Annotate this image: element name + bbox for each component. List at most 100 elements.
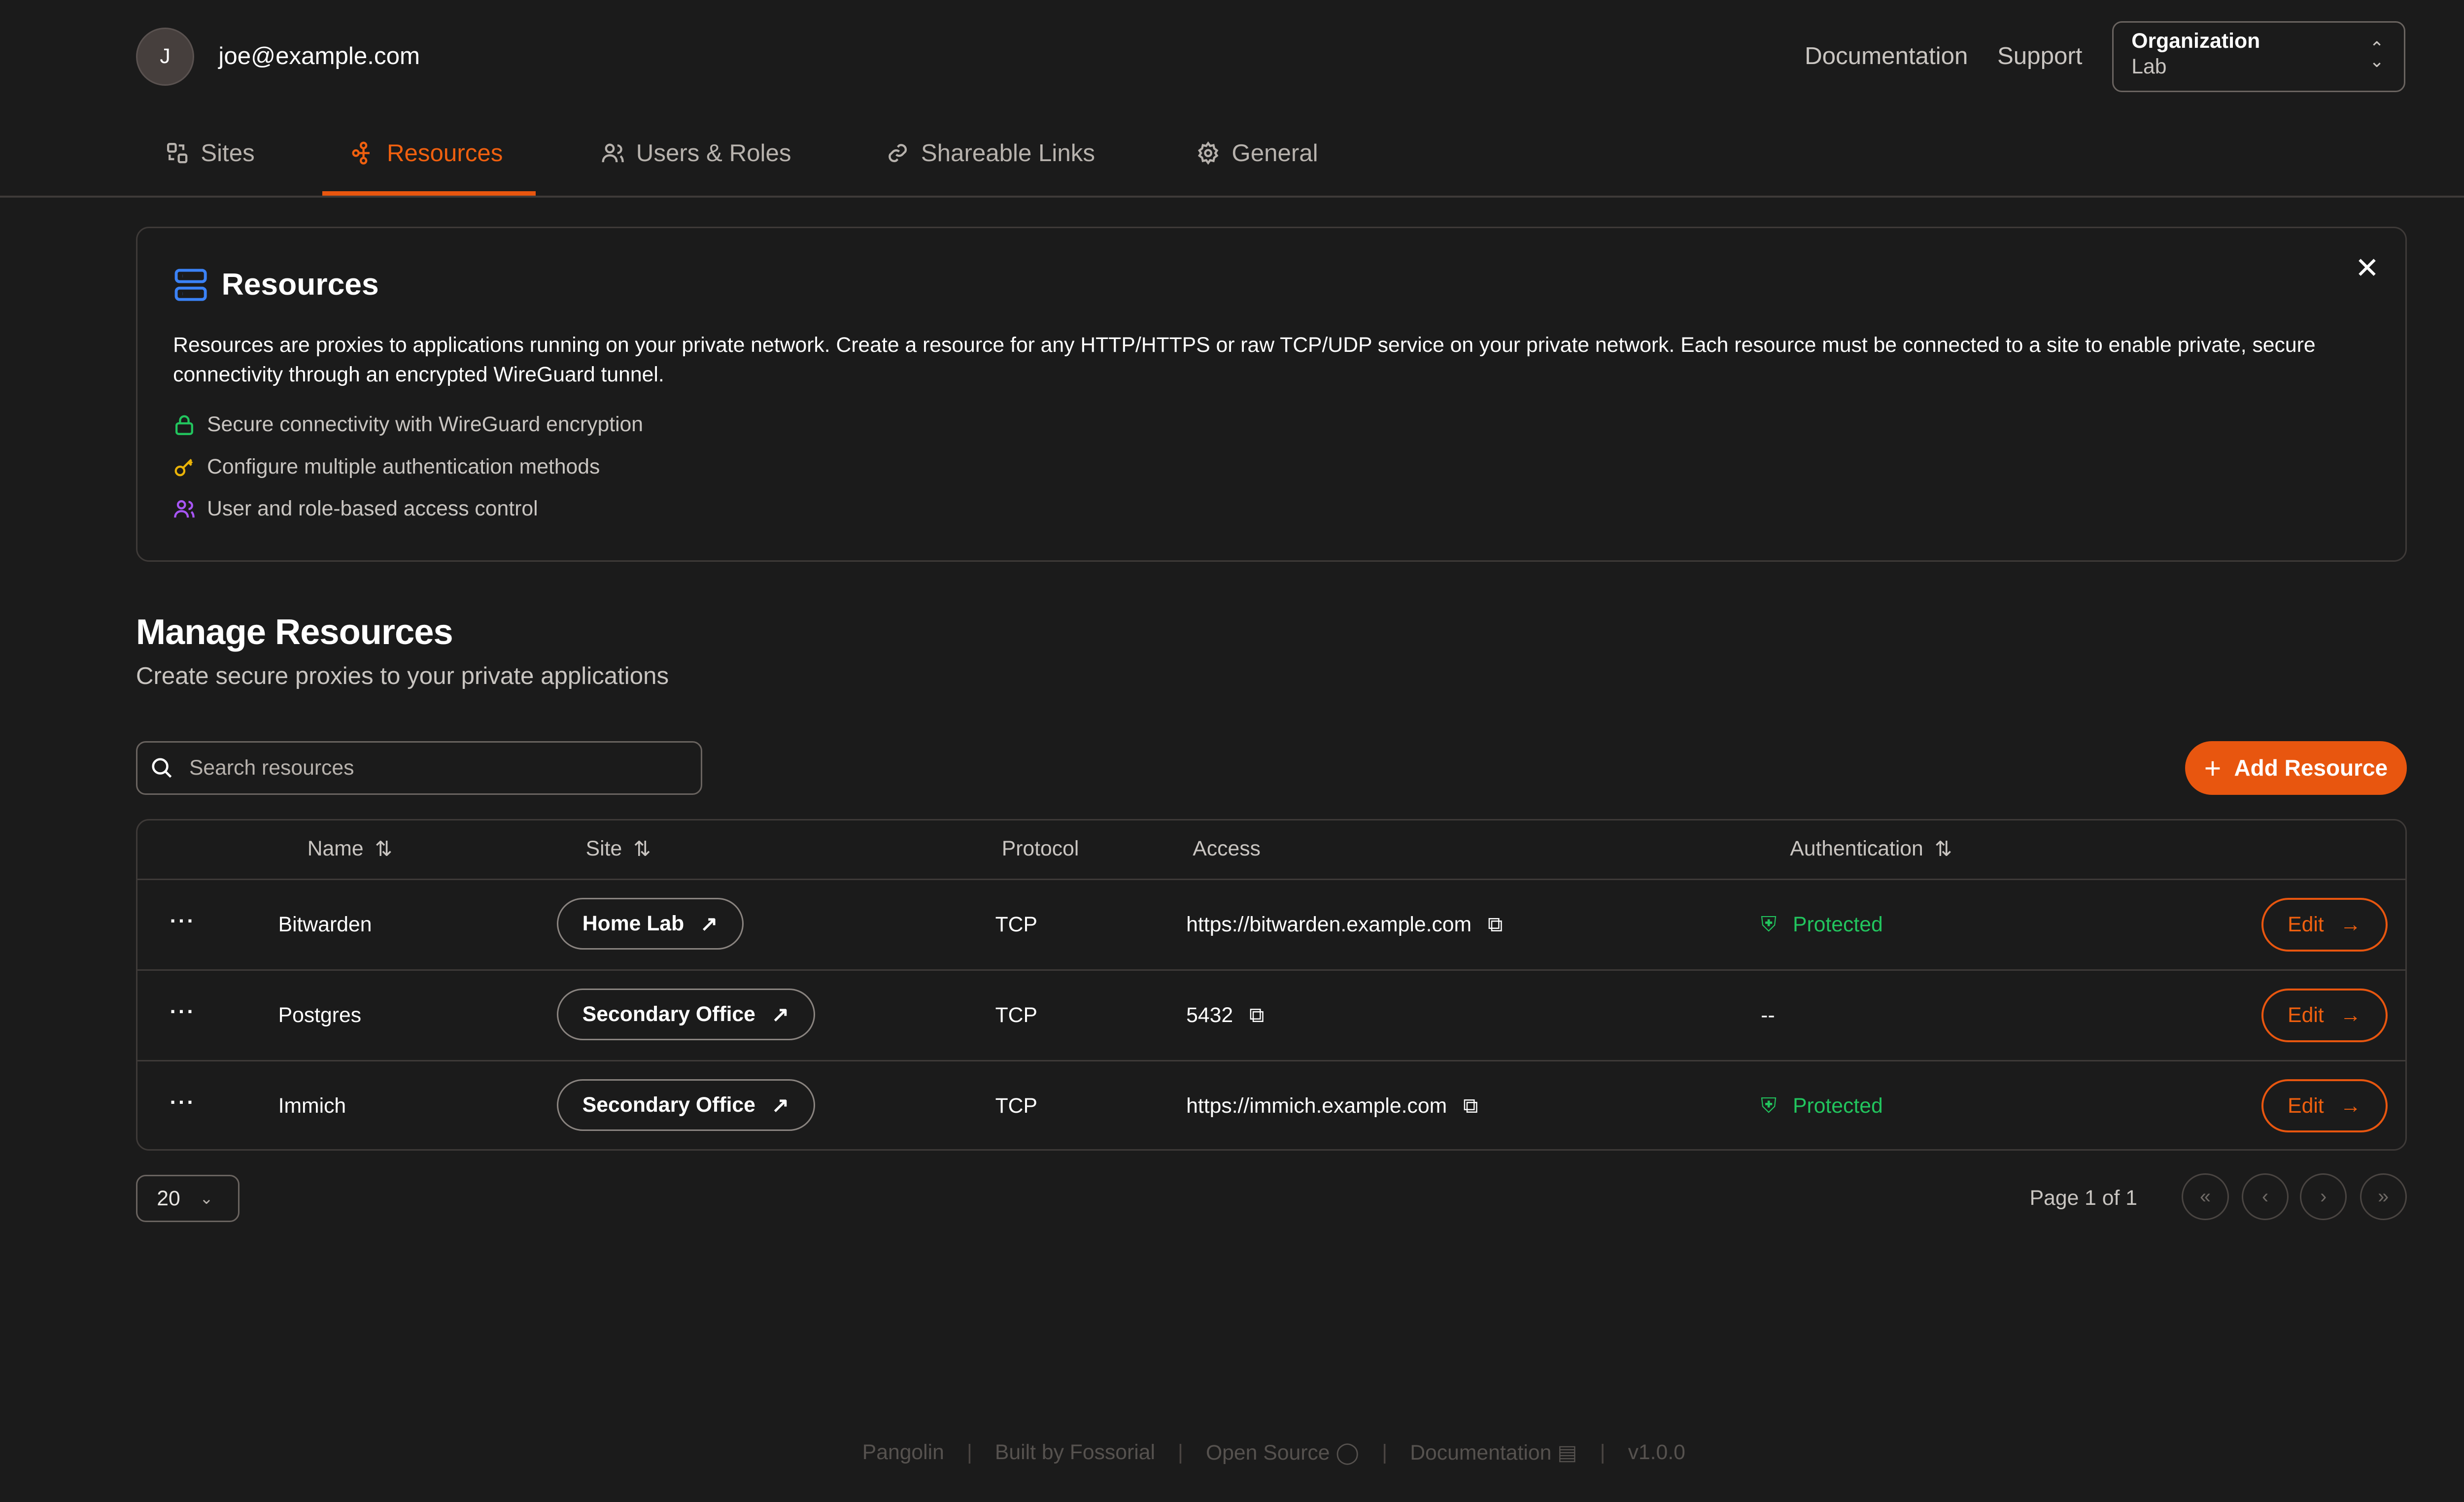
external-link-icon: ↗ <box>771 1002 789 1026</box>
copy-icon[interactable]: ⧉ <box>1487 912 1503 936</box>
resource-name: Bitwarden <box>278 912 372 936</box>
previous-page-button[interactable]: ‹ <box>2241 1173 2289 1221</box>
row-actions-menu[interactable]: ··· <box>170 1000 196 1024</box>
info-card: Resources ✕ Resources are proxies to app… <box>136 226 2407 562</box>
user-email[interactable]: joe@example.com <box>218 42 420 70</box>
copy-icon[interactable]: ⧉ <box>1463 1093 1478 1118</box>
tab-shareable-links[interactable]: Shareable Links <box>886 139 1095 167</box>
external-link-icon: ↗ <box>700 912 718 936</box>
footer-version: v1.0.0 <box>1628 1440 1685 1465</box>
site-name: Secondary Office <box>582 1093 755 1117</box>
edit-label: Edit <box>2288 1003 2324 1027</box>
access-cell: https://bitwarden.example.com ⧉ <box>1186 913 1503 937</box>
tab-resources[interactable]: Resources <box>351 139 503 167</box>
next-page-button[interactable]: › <box>2300 1173 2347 1221</box>
sort-icon[interactable]: ⇅ <box>375 837 393 861</box>
footer-text: Open Source <box>1205 1441 1330 1465</box>
footer-built-by[interactable]: Built by Fossorial <box>994 1440 1155 1465</box>
site-link-button[interactable]: Secondary Office ↗ <box>556 989 815 1041</box>
avatar-initial: J <box>160 44 171 68</box>
column-header-authentication[interactable]: Authentication ⇅ <box>1790 837 1952 861</box>
access-value: 5432 <box>1186 1003 1233 1027</box>
copy-icon[interactable]: ⧉ <box>1249 1003 1265 1027</box>
close-icon[interactable]: ✕ <box>2355 251 2380 284</box>
plus-icon: + <box>2204 751 2222 785</box>
row-actions-menu[interactable]: ··· <box>170 1091 196 1115</box>
separator: | <box>966 1440 972 1465</box>
shield-check-icon: ⛨ <box>1761 912 1777 936</box>
server-icon <box>174 269 207 301</box>
search-icon <box>152 758 172 778</box>
table-row: ··· Postgres Secondary Office ↗ TCP 5432 ⧉… <box>137 969 2405 1061</box>
footer: Pangolin | Built by Fossorial | Open Sourc… <box>0 1440 2464 1465</box>
last-page-button[interactable]: » <box>2360 1173 2407 1221</box>
edit-button[interactable]: Edit → <box>2261 898 2388 952</box>
chevron-right-icon: › <box>2320 1186 2327 1208</box>
sort-icon[interactable]: ⇅ <box>1934 837 1952 861</box>
support-link[interactable]: Support <box>1997 42 2083 70</box>
page-info: Page 1 of 1 <box>2029 1186 2137 1210</box>
book-icon: ▤ <box>1557 1441 1577 1465</box>
column-header-site[interactable]: Site ⇅ <box>586 837 651 861</box>
footer-text: Documentation <box>1410 1441 1552 1465</box>
documentation-link[interactable]: Documentation <box>1805 42 1968 70</box>
access-cell: https://immich.example.com ⧉ <box>1186 1094 1478 1118</box>
search-field[interactable] <box>136 741 703 795</box>
chevron-down-icon: ⌄ <box>200 1189 213 1208</box>
edit-label: Edit <box>2288 912 2324 936</box>
header-text: Site <box>585 836 622 860</box>
column-header-name[interactable]: Name ⇅ <box>308 837 393 861</box>
feature-item: User and role-based access control <box>173 497 538 521</box>
info-card-title: Resources <box>221 267 379 302</box>
link-icon <box>888 144 907 163</box>
tab-general[interactable]: General <box>1196 139 1318 167</box>
feature-text: Configure multiple authentication method… <box>207 454 600 478</box>
search-input[interactable] <box>186 754 678 782</box>
footer-documentation-link[interactable]: Documentation ▤ <box>1410 1440 1577 1465</box>
org-value: Lab <box>2131 55 2167 79</box>
external-link-icon: ↗ <box>771 1093 789 1117</box>
resources-icon <box>352 141 370 165</box>
organization-selector[interactable]: Organization Lab ⌃ ⌄ <box>2112 21 2405 93</box>
active-tab-indicator <box>322 191 536 196</box>
edit-button[interactable]: Edit → <box>2261 989 2388 1042</box>
auth-status: ⛨ Protected <box>1761 1094 1883 1118</box>
page-title: Manage Resources <box>136 612 453 652</box>
feature-text: User and role-based access control <box>207 497 538 521</box>
sites-icon <box>167 143 188 164</box>
site-link-button[interactable]: Secondary Office ↗ <box>556 1079 815 1131</box>
header-text: Name <box>307 836 364 860</box>
site-link-button[interactable]: Home Lab ↗ <box>556 898 744 950</box>
tab-users-roles[interactable]: Users & Roles <box>601 139 791 167</box>
first-page-button[interactable]: « <box>2182 1173 2229 1221</box>
access-value: https://immich.example.com <box>1186 1093 1447 1118</box>
chevrons-right-icon: » <box>2378 1186 2389 1208</box>
column-header-access: Access <box>1193 837 1261 861</box>
table-row: ··· Bitwarden Home Lab ↗ TCP https://bitw… <box>137 879 2405 971</box>
column-header-protocol: Protocol <box>1002 837 1079 861</box>
header-text: Protocol <box>1001 836 1079 860</box>
gear-icon <box>1198 141 1219 165</box>
table-row: ··· Immich Secondary Office ↗ TCP https:/… <box>137 1059 2405 1152</box>
page-subtitle: Create secure proxies to your private ap… <box>136 662 669 690</box>
avatar[interactable]: J <box>136 27 195 86</box>
lock-icon <box>175 415 194 435</box>
tab-label: Users & Roles <box>636 139 791 167</box>
tab-sites[interactable]: Sites <box>165 139 255 167</box>
key-icon <box>174 459 193 477</box>
shield-check-icon: ⛨ <box>1761 1093 1777 1118</box>
row-actions-menu[interactable]: ··· <box>170 909 196 933</box>
edit-button[interactable]: Edit → <box>2261 1079 2388 1133</box>
add-resource-button[interactable]: + Add Resource <box>2185 741 2407 795</box>
footer-brand: Pangolin <box>862 1440 944 1465</box>
auth-status: -- <box>1761 1003 1775 1027</box>
page-size-select[interactable]: 20 ⌄ <box>136 1175 240 1222</box>
sort-icon[interactable]: ⇅ <box>633 837 651 861</box>
users-icon <box>174 500 195 517</box>
separator: | <box>1600 1440 1606 1465</box>
site-name: Home Lab <box>582 912 684 936</box>
footer-open-source-link[interactable]: Open Source ◯ <box>1206 1440 1359 1465</box>
site-name: Secondary Office <box>582 1002 755 1026</box>
feature-item: Secure connectivity with WireGuard encry… <box>173 412 643 437</box>
header-text: Authentication <box>1790 836 1923 860</box>
